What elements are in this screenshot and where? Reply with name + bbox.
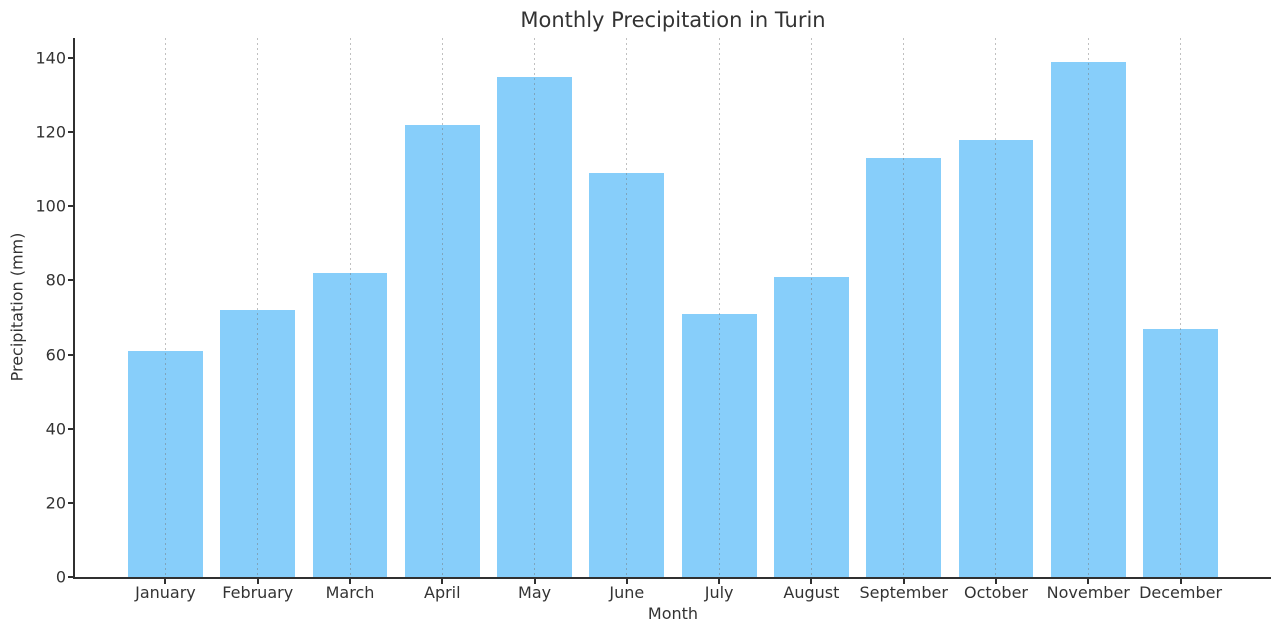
x-tick-label-february: February: [222, 583, 294, 602]
x-tick-march: [349, 579, 351, 584]
y-tick-20: [68, 501, 73, 504]
y-tick-80: [68, 279, 73, 282]
bar-november: [1050, 61, 1126, 577]
y-tick-40: [68, 427, 73, 430]
bar-june: [589, 172, 665, 577]
gridline-september: [903, 38, 905, 577]
gridline-january: [164, 38, 166, 577]
y-tick-100: [68, 205, 73, 208]
x-axis-spine: [73, 577, 1271, 579]
gridline-february: [257, 38, 259, 577]
x-tick-label-october: October: [963, 583, 1028, 602]
x-tick-label-december: December: [1139, 583, 1223, 602]
y-tick-120: [68, 131, 73, 134]
chart-title: Monthly Precipitation in Turin: [520, 8, 826, 32]
y-axis-spine: [73, 38, 75, 579]
bar-october: [958, 139, 1034, 577]
plot-area: January February March April May June July Augu…: [35, 38, 1271, 602]
gridline-august: [810, 38, 812, 577]
y-tick-label-100: 100: [35, 196, 66, 216]
x-tick-april: [441, 579, 444, 584]
gridline-july: [718, 38, 720, 577]
x-tick-october: [994, 579, 997, 584]
x-tick-june: [625, 579, 628, 584]
x-tick-july: [718, 579, 721, 584]
x-tick-label-july: July: [704, 583, 734, 602]
y-tick-60: [68, 353, 73, 356]
y-tick-label-20: 20: [45, 493, 66, 513]
x-tick-label-january: January: [135, 583, 196, 602]
gridline-june: [626, 38, 628, 577]
bar-august: [774, 276, 849, 577]
gridline-october: [995, 38, 997, 577]
x-tick-august: [810, 579, 813, 584]
gridline-december: [1180, 38, 1182, 577]
y-tick-label-40: 40: [45, 419, 66, 439]
x-tick-label-march: March: [325, 583, 375, 602]
y-tick-label-120: 120: [35, 122, 66, 142]
x-tick-label-june: June: [609, 583, 645, 602]
x-tick-september: [902, 579, 905, 584]
y-tick-0: [68, 576, 73, 578]
x-tick-label-may: May: [518, 583, 552, 602]
y-tick-140: [68, 57, 73, 60]
gridline-november: [1087, 38, 1089, 577]
bar-january: [128, 350, 203, 577]
gridline-may: [534, 38, 536, 577]
x-axis-label: Month: [647, 604, 699, 623]
gridline-march: [349, 38, 351, 577]
x-tick-label-august: August: [783, 583, 840, 602]
y-axis-label: Precipitation (mm): [7, 232, 27, 382]
bar-december: [1143, 328, 1218, 577]
bar-may: [497, 76, 572, 577]
gridline-april: [441, 38, 443, 577]
y-tick-label-0: 0: [55, 567, 66, 587]
x-tick-label-november: November: [1046, 583, 1130, 602]
x-tick-label-september: September: [859, 583, 948, 602]
bar-april: [404, 124, 480, 577]
x-tick-january: [164, 579, 167, 584]
bar-february: [220, 310, 296, 577]
x-tick-december: [1179, 579, 1182, 584]
bar-september: [866, 158, 942, 577]
bar-july: [681, 313, 757, 577]
y-tick-label-140: 140: [35, 48, 66, 68]
y-tick-label-80: 80: [45, 270, 66, 290]
x-tick-november: [1087, 579, 1090, 584]
y-tick-label-60: 60: [45, 345, 66, 365]
x-tick-may: [533, 579, 536, 584]
bar-march: [312, 273, 388, 577]
x-tick-february: [256, 579, 259, 584]
x-tick-label-april: April: [423, 583, 461, 602]
